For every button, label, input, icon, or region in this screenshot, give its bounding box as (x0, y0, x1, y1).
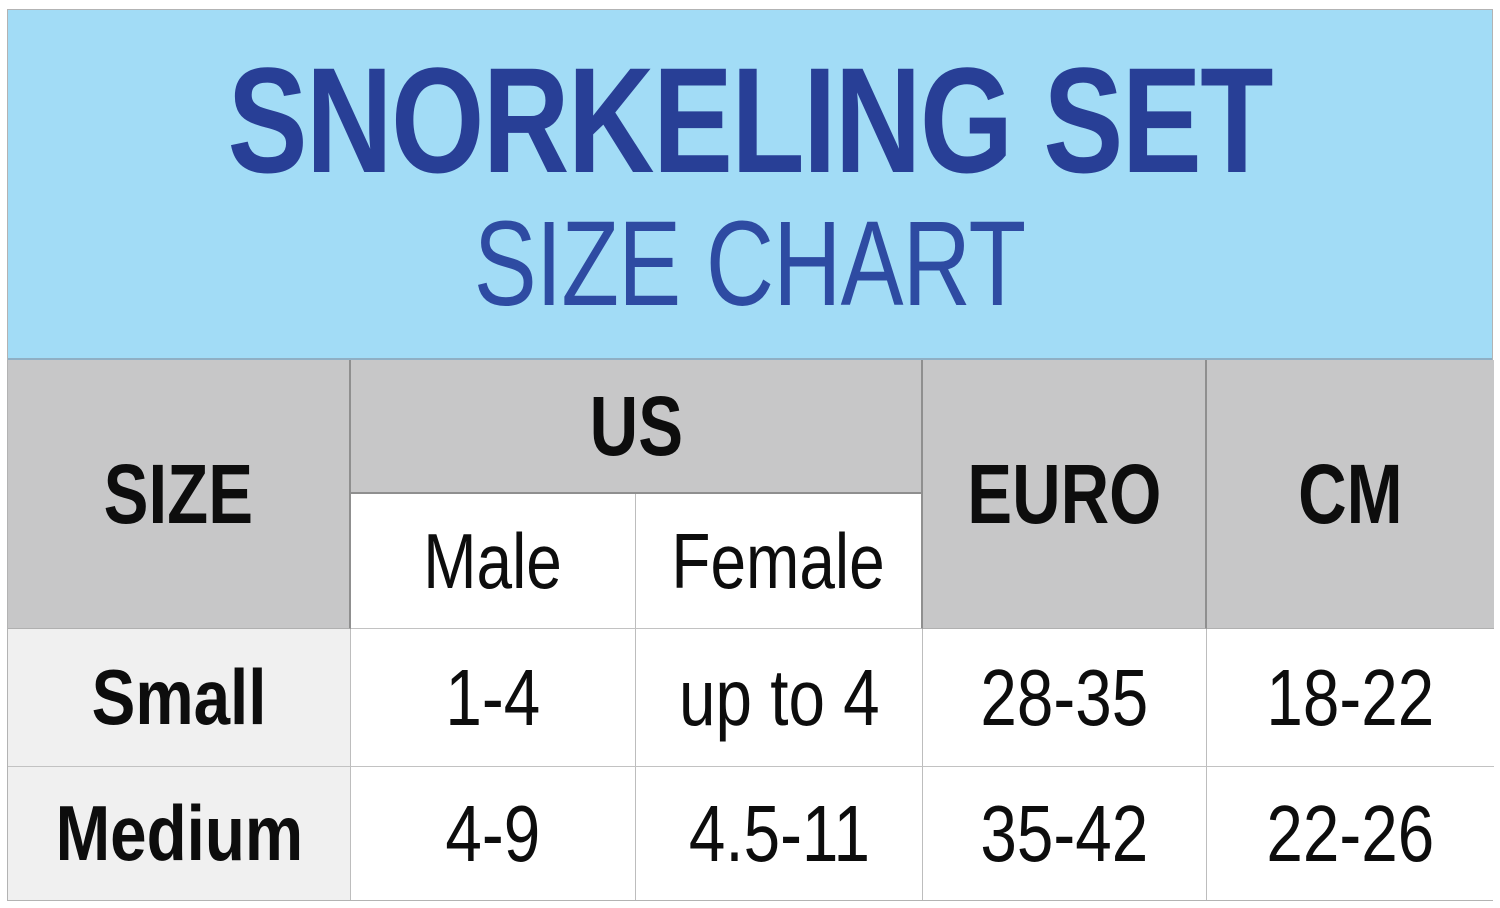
header-cell-cm: CM (1207, 360, 1494, 629)
cell-value: 18-22 (1266, 652, 1435, 742)
size-header-label: SIZE (103, 446, 254, 541)
size-table: SIZE US Male Female EURO CM Small 1-4 up… (8, 360, 1494, 900)
header-cell-size: SIZE (8, 360, 351, 629)
cell-medium-euro: 35-42 (923, 767, 1207, 900)
header-cell-us: US (351, 360, 923, 494)
euro-header-label: EURO (966, 446, 1162, 541)
male-header-label: Male (423, 516, 563, 605)
header-cell-us-female: Female (636, 494, 923, 629)
size-chart-graphic: SNORKELING SET SIZE CHART SIZE US Male F… (7, 9, 1494, 901)
table-row-medium-label: Medium (8, 767, 351, 900)
cell-value: up to 4 (678, 652, 880, 742)
cm-header-label: CM (1298, 446, 1403, 541)
header-cell-us-male: Male (351, 494, 636, 629)
cell-value: 35-42 (980, 788, 1149, 878)
header-cell-euro: EURO (923, 360, 1207, 629)
cell-medium-us-male: 4-9 (351, 767, 636, 900)
cell-value: 22-26 (1266, 788, 1435, 878)
page-title: SNORKELING SET (227, 35, 1274, 204)
cell-value: 4-9 (445, 788, 541, 878)
cell-value: 4.5-11 (688, 788, 870, 878)
cell-small-us-female: up to 4 (636, 629, 923, 767)
us-header-label: US (589, 378, 683, 473)
cell-small-us-male: 1-4 (351, 629, 636, 767)
cell-medium-us-female: 4.5-11 (636, 767, 923, 900)
cell-small-euro: 28-35 (923, 629, 1207, 767)
table-row-small-label: Small (8, 629, 351, 767)
cell-small-cm: 18-22 (1207, 629, 1494, 767)
banner: SNORKELING SET SIZE CHART (8, 10, 1492, 360)
cell-medium-cm: 22-26 (1207, 767, 1494, 900)
female-header-label: Female (671, 516, 886, 605)
cell-value: 1-4 (445, 652, 541, 742)
page-subtitle: SIZE CHART (474, 194, 1026, 331)
row-label: Small (91, 653, 267, 741)
row-label: Medium (55, 789, 303, 877)
cell-value: 28-35 (980, 652, 1149, 742)
